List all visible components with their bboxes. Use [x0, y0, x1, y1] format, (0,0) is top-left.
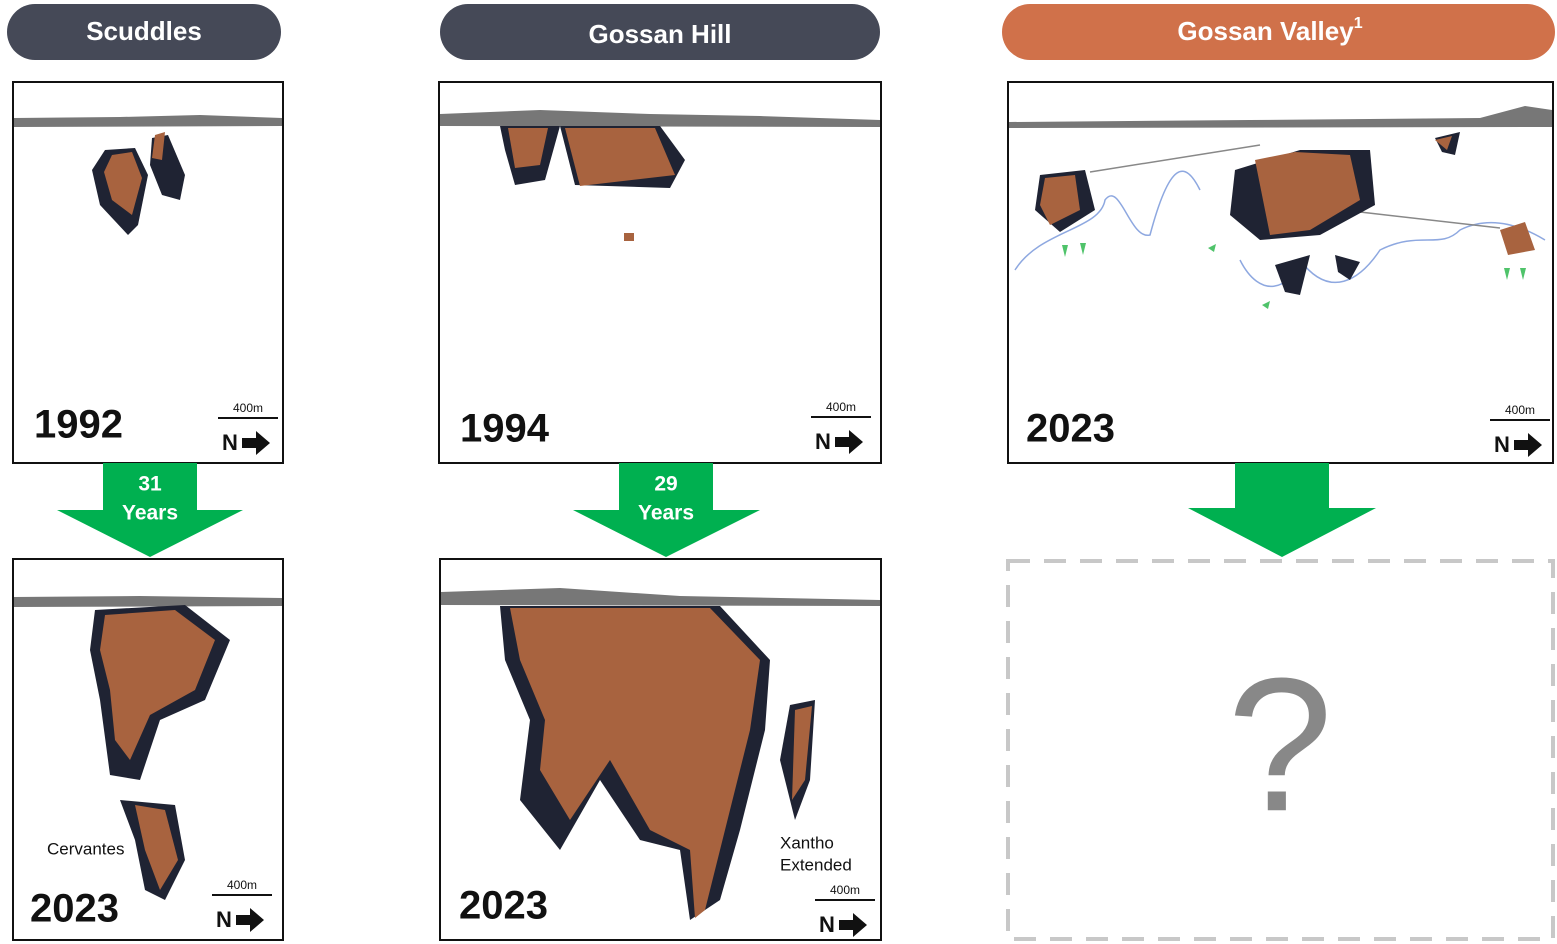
- year: 2023: [459, 884, 548, 928]
- arrow: [1188, 463, 1376, 557]
- north-label: N: [815, 429, 831, 454]
- header-title: Gossan Hill: [588, 19, 731, 49]
- header-title: Scuddles: [86, 16, 202, 46]
- north-arrow: [242, 431, 270, 455]
- arrow-label: 29: [654, 473, 677, 496]
- scale-label: 400m: [826, 400, 856, 414]
- north-arrow: [839, 913, 867, 937]
- footnote-mark: 1: [1354, 15, 1363, 32]
- panel: [439, 558, 882, 941]
- deposit-label: Extended: [780, 855, 852, 874]
- north-arrow: [236, 908, 264, 932]
- scale-label: 400m: [830, 883, 860, 897]
- deposit-label: Cervantes: [47, 839, 124, 858]
- panel: [1007, 81, 1554, 464]
- scale-label: 400m: [1505, 403, 1535, 417]
- placeholder-box: [1006, 559, 1555, 941]
- north-label: N: [819, 912, 835, 937]
- year: 2023: [30, 887, 119, 931]
- arrow-label: 31: [138, 473, 162, 496]
- title: Gossan Valley: [1177, 16, 1354, 46]
- question-mark: ?: [1227, 639, 1333, 851]
- arrow: [57, 463, 243, 557]
- north-label: N: [216, 907, 232, 932]
- panel: [12, 558, 284, 941]
- north-arrow: [1514, 433, 1542, 457]
- scale-label: 400m: [227, 878, 257, 892]
- arrow-label: Years: [122, 502, 178, 525]
- year: 1994: [460, 407, 550, 451]
- north-label: N: [1494, 432, 1510, 457]
- header-title: Gossan Valley1: [1177, 15, 1362, 46]
- north-arrow: [835, 430, 863, 454]
- panel: [12, 81, 284, 464]
- deposit-label: Xantho: [780, 833, 834, 852]
- arrow-label: Years: [638, 502, 694, 525]
- scale-label: 400m: [233, 401, 263, 415]
- arrow: [573, 463, 760, 557]
- year: 1992: [34, 403, 123, 447]
- header-pill: [7, 4, 281, 60]
- header-pill: [1002, 4, 1555, 60]
- north-label: N: [222, 430, 238, 455]
- panel: [438, 81, 882, 464]
- header-pill: [440, 4, 880, 60]
- year: 2023: [1026, 407, 1115, 451]
